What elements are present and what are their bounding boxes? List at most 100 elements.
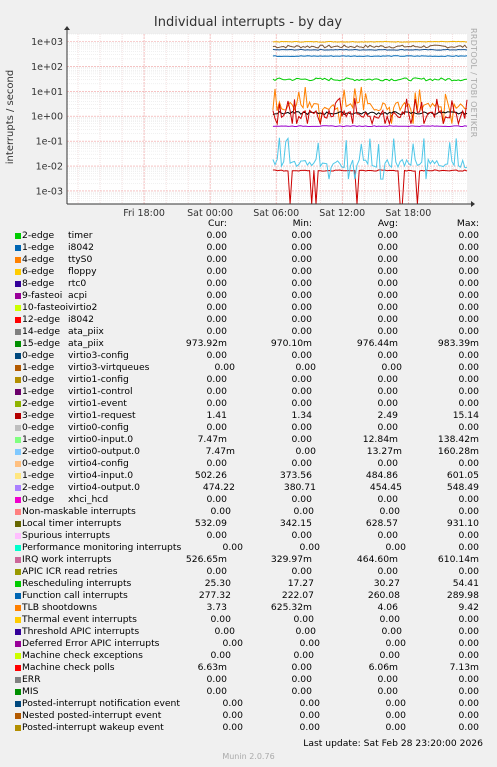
- legend-label: 12-edge: [22, 314, 60, 325]
- legend-swatch: [15, 629, 21, 635]
- axis-layer: 1e+03 1e+02 1e+01 1e+00 1e-01 1e-02 1e-03 Fri 1…: [31, 26, 475, 218]
- legend-cur-value: 3.73: [206, 602, 227, 613]
- legend-cur-value: 0.00: [206, 254, 227, 265]
- legend-cur-value: 0.00: [222, 710, 243, 721]
- legend-min-value: 970.10m: [270, 338, 312, 349]
- legend-max-value: 289.98: [446, 590, 479, 601]
- legend-description: virtio3-config: [68, 350, 129, 361]
- legend-description: virtio0-config: [68, 422, 129, 433]
- legend-row: Non-maskable interrupts 0.00 0.00 0.00 0.00: [0, 506, 497, 518]
- legend-swatch: [15, 269, 21, 275]
- legend-cur-value: 277.32: [198, 590, 231, 601]
- legend-cur-value: 0.00: [206, 302, 227, 313]
- legend-min-value: 0.00: [291, 326, 312, 337]
- legend-cur-value: 0.00: [206, 674, 227, 685]
- legend-min-value: 1.34: [291, 410, 312, 421]
- series-line: [272, 77, 468, 82]
- legend-max-value: 0.00: [458, 542, 479, 553]
- legend-cur-value: 532.09: [194, 518, 227, 529]
- legend-swatch: [15, 593, 21, 599]
- legend-label: 15-edge: [22, 338, 60, 349]
- legend-min-value: 0.00: [291, 566, 312, 577]
- legend-swatch: [15, 485, 21, 491]
- legend-label: 2-edge: [22, 398, 55, 409]
- legend-row: 1-edge i8042 0.00 0.00 0.00 0.00: [0, 242, 497, 254]
- legend-avg-value: 6.06m: [368, 662, 398, 673]
- legend-cur-value: 7.47m: [197, 434, 227, 445]
- legend-min-value: 0.00: [293, 614, 314, 625]
- legend-row: Function call interrupts 277.32 222.07 260.…: [0, 590, 497, 602]
- y-tick-label: 1e+00: [31, 112, 63, 123]
- legend-cur-value: 0.00: [214, 362, 235, 373]
- legend-label: 2-edge: [22, 230, 55, 241]
- legend-max-value: 0.00: [458, 638, 479, 649]
- legend-max-value: 0.00: [458, 302, 479, 313]
- legend-max-value: 0.00: [458, 422, 479, 433]
- legend-swatch: [15, 401, 21, 407]
- legend-row: 9-fasteoi acpi 0.00 0.00 0.00 0.00: [0, 290, 497, 302]
- legend-avg-value: 464.60m: [356, 554, 398, 565]
- legend-cur-value: 0.00: [206, 686, 227, 697]
- series-line: [272, 86, 468, 124]
- legend-min-value: 0.00: [291, 230, 312, 241]
- legend-cur-value: 7.47m: [205, 446, 235, 457]
- legend-max-value: 0.00: [458, 314, 479, 325]
- legend-max-value: 0.00: [458, 506, 479, 517]
- legend-min-value: 0.00: [291, 350, 312, 361]
- legend-swatch: [15, 653, 21, 659]
- legend-description: acpi: [68, 290, 88, 301]
- legend-label: 4-edge: [22, 254, 55, 265]
- legend-row: TLB shootdowns 3.73 625.32m 4.06 9.42: [0, 602, 497, 614]
- legend-min-value: 329.97m: [270, 554, 312, 565]
- legend-max-value: 0.00: [458, 266, 479, 277]
- legend-min-value: 0.00: [299, 722, 320, 733]
- legend-row: 14-edge ata_piix 0.00 0.00 0.00 0.00: [0, 326, 497, 338]
- legend-swatch: [15, 581, 21, 587]
- series-line: [272, 125, 468, 128]
- legend-cur-value: 0.00: [210, 650, 231, 661]
- legend-min-value: 0.00: [291, 662, 312, 673]
- legend-row: 2-edge virtio4-output.0 474.22 380.71 454.45…: [0, 482, 497, 494]
- legend-cur-value: 0.00: [206, 278, 227, 289]
- legend-avg-value: 0.00: [377, 674, 398, 685]
- legend-row: 0-edge xhci_hcd 0.00 0.00 0.00 0.00: [0, 494, 497, 506]
- legend-swatch: [15, 665, 21, 671]
- legend-swatch: [15, 389, 21, 395]
- legend-avg-value: 0.00: [377, 230, 398, 241]
- legend-swatch: [15, 605, 21, 611]
- legend-description: virtio4-input.0: [68, 470, 134, 481]
- chart-area: Individual interrupts - by day interrupt…: [5, 15, 475, 218]
- legend-label: 2-edge: [22, 446, 55, 457]
- legend-max-value: 0.00: [458, 326, 479, 337]
- legend-swatch: [15, 569, 21, 575]
- legend-cur-value: 0.00: [206, 266, 227, 277]
- legend-cur-value: 0.00: [206, 386, 227, 397]
- legend-max-value: 0.00: [458, 674, 479, 685]
- legend-avg-value: 0.00: [385, 542, 406, 553]
- legend-max-value: 0.00: [458, 614, 479, 625]
- legend-avg-value: 0.00: [377, 350, 398, 361]
- legend-min-value: 0.00: [291, 458, 312, 469]
- legend-max-value: 138.42m: [437, 434, 479, 445]
- legend-min-value: 0.00: [299, 638, 320, 649]
- legend-row: Posted-interrupt notification event 0.00 0…: [0, 698, 497, 710]
- legend-avg-value: 4.06: [377, 602, 398, 613]
- legend-row: Nested posted-interrupt event 0.00 0.00 0.0…: [0, 710, 497, 722]
- legend-avg-value: 484.86: [365, 470, 398, 481]
- legend-row: 1-edge virtio0-input.0 7.47m 0.00 12.84m 138.…: [0, 434, 497, 446]
- legend-avg-value: 0.00: [385, 638, 406, 649]
- legend-max-value: 610.14m: [437, 554, 479, 565]
- chart-title: Individual interrupts - by day: [154, 15, 342, 30]
- y-tick-label: 1e-01: [36, 137, 63, 148]
- legend-avg-value: 454.45: [369, 482, 402, 493]
- legend-max-value: 0.00: [458, 290, 479, 301]
- legend-avg-value: 0.00: [377, 290, 398, 301]
- legend-cur-value: 6.63m: [197, 662, 227, 673]
- legend-label: 9-fasteoi: [22, 290, 63, 301]
- legend-swatch: [15, 437, 21, 443]
- legend-description: timer: [68, 230, 93, 241]
- legend-label: 0-edge: [22, 458, 55, 469]
- legend-avg-value: 0.00: [377, 302, 398, 313]
- legend-description: virtio0-output.0: [68, 446, 140, 457]
- legend-min-value: 0.00: [293, 506, 314, 517]
